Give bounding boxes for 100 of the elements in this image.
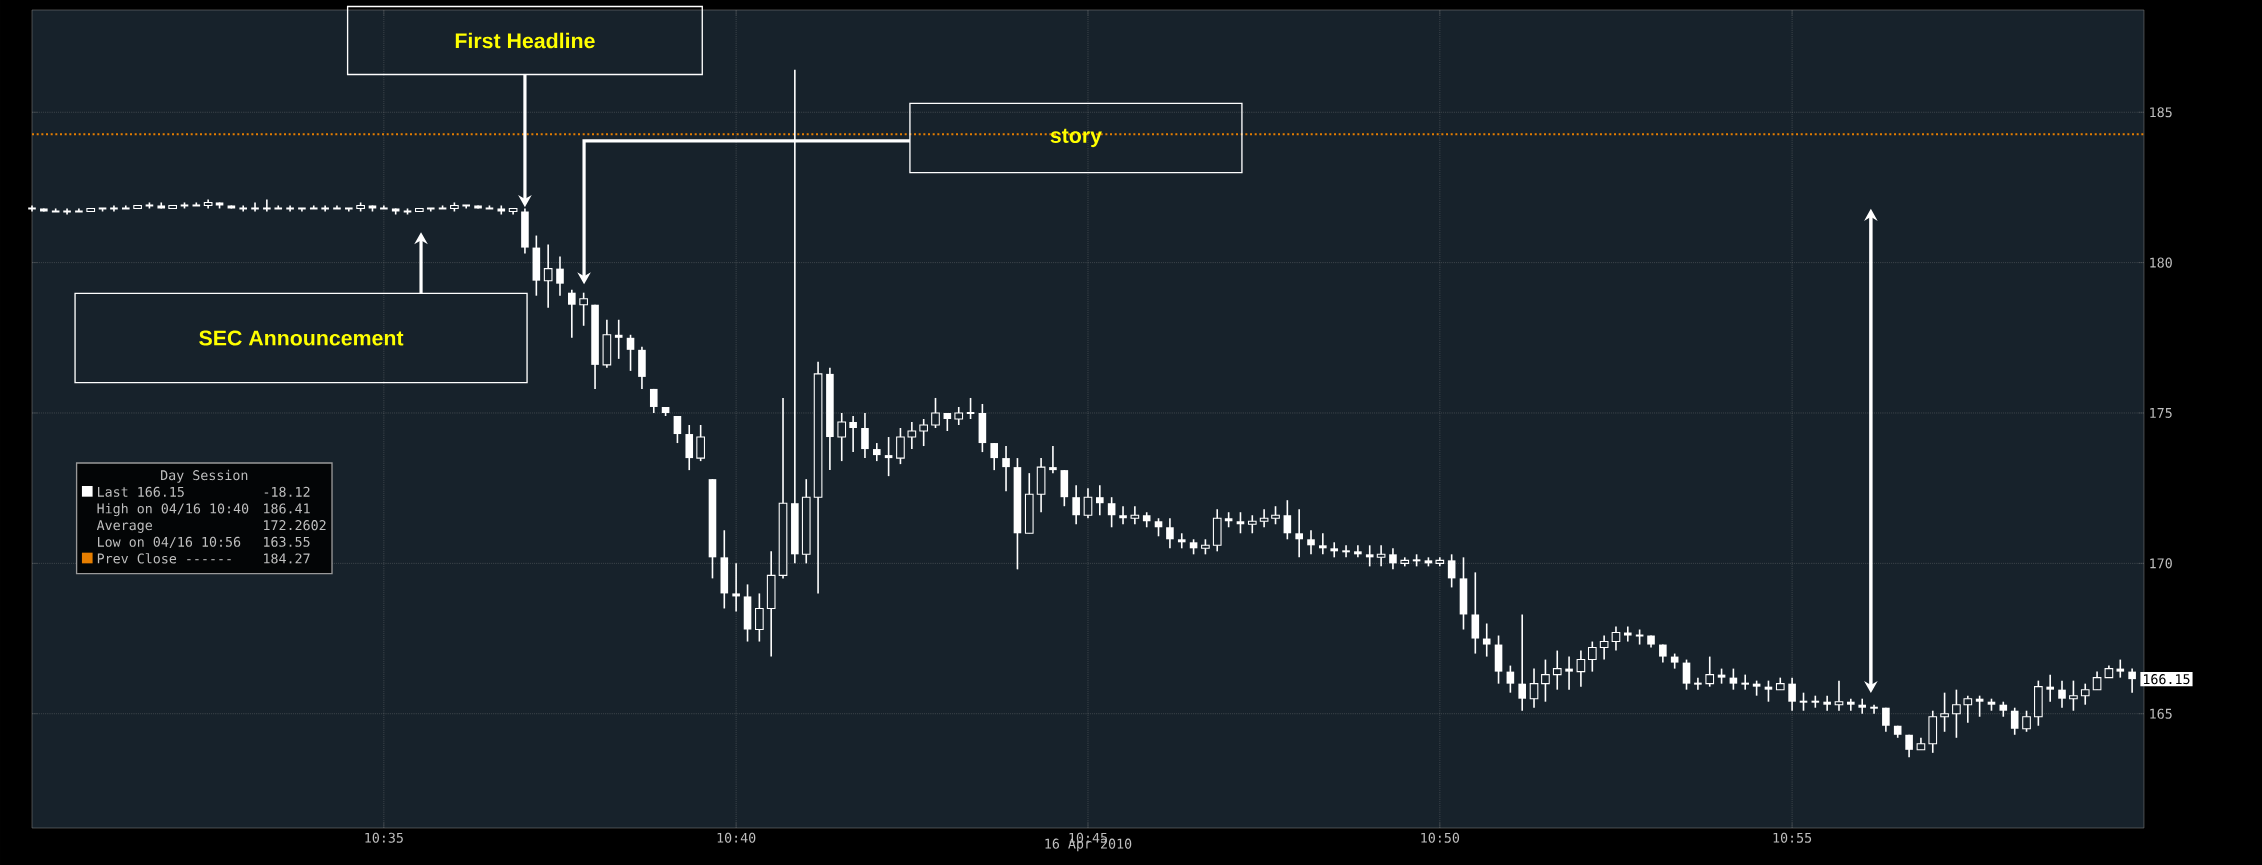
candlestick: [1587, 640, 1597, 673]
annotation: 172.2602: [264, 520, 326, 531]
annotation: story: [1050, 128, 1102, 148]
candlestick: [1130, 505, 1140, 526]
annotation: First Headline: [455, 32, 595, 49]
candlestick: [1940, 691, 1949, 733]
candlestick: [1447, 553, 1456, 589]
candlestick: [1365, 544, 1374, 568]
candlestick: [1330, 541, 1339, 559]
candlestick: [2058, 679, 2066, 709]
candlestick: [896, 427, 905, 465]
candlestick: [884, 436, 893, 477]
candlestick: [1705, 655, 1715, 688]
candlestick: [1975, 694, 1984, 718]
candlestick: [2069, 679, 2078, 712]
annotation: 163.55: [264, 536, 310, 547]
annotation: Day Session: [161, 469, 248, 483]
candlestick: [1259, 508, 1269, 529]
x-tick-label: 10:55: [1773, 832, 1812, 843]
annotation: Average: [96, 520, 152, 533]
annotation: 184.27: [264, 553, 310, 564]
candlestick: [1858, 697, 1867, 715]
candlestick: [673, 415, 682, 444]
candlestick: [1072, 484, 1080, 526]
x-tick-label: 10:35: [365, 832, 403, 843]
candlestick: [1119, 505, 1127, 526]
candlestick: [2128, 667, 2136, 694]
candlestick: [649, 388, 658, 414]
candlestick: [1096, 484, 1104, 517]
candlestick: [1295, 508, 1303, 559]
candlestick: [579, 291, 588, 327]
candlestick: [1599, 634, 1609, 661]
candlestick: [931, 397, 940, 429]
candlestick: [1083, 487, 1093, 520]
candlestick: [262, 198, 272, 213]
candlestick: [1729, 667, 1738, 691]
candlestick: [2010, 706, 2019, 736]
annotation: Low on 04/16 10:56: [98, 536, 241, 548]
candlestick: [2022, 709, 2031, 733]
candlestick: [1565, 655, 1573, 691]
candlestick: [1963, 694, 1973, 724]
candlestick: [919, 418, 929, 447]
candlestick: [1623, 625, 1632, 643]
candlestick: [1341, 544, 1351, 559]
annotation: Last 166.15: [98, 486, 184, 497]
candlestick: [907, 421, 917, 450]
candlestick: [861, 412, 869, 459]
candlestick: [250, 201, 260, 213]
x-tick-label: 10:40: [717, 832, 756, 843]
annotation: 186.41: [264, 503, 310, 514]
annotation: SEC Announcement: [199, 330, 404, 346]
candlestick: [1611, 625, 1621, 652]
x-tick-label: 10:50: [1421, 832, 1460, 843]
candlestick: [1541, 658, 1550, 703]
candlestick: [1354, 544, 1362, 559]
y-tick-label: 180: [2150, 257, 2172, 268]
candlestick: [556, 255, 564, 297]
candlestick: [1518, 613, 1526, 712]
candlestick: [1049, 445, 1057, 474]
candlestick: [1682, 658, 1691, 691]
candlestick: [1177, 532, 1186, 550]
candlestick: [2080, 682, 2090, 706]
candlestick: [1764, 679, 1773, 703]
candlestick: [1236, 511, 1245, 535]
candlestick: [837, 412, 847, 462]
y-tick-label: 185: [2150, 107, 2172, 118]
candlestick: [2046, 673, 2054, 703]
candlestick: [954, 406, 964, 426]
candlestick: [990, 442, 999, 471]
candlestick: [1002, 445, 1010, 492]
y-tick-label: 165: [2150, 708, 2172, 719]
candlestick: [1847, 697, 1855, 712]
candlestick: [1271, 505, 1280, 526]
candlestick: [1166, 517, 1174, 550]
annotation: 166.15: [2144, 674, 2190, 685]
candlestick: [732, 562, 740, 613]
candlestick: [696, 424, 705, 462]
candlestick: [1283, 499, 1292, 541]
candlestick: [1798, 691, 1809, 712]
candlestick: [1552, 649, 1562, 691]
candlestick: [755, 592, 764, 643]
candlestick: [2116, 658, 2125, 679]
candlestick: [1307, 529, 1315, 556]
annotation: High on 04/16 10:40: [97, 503, 249, 517]
candlestick: [1823, 694, 1831, 712]
candlestick: [1788, 676, 1796, 712]
candlestick: [849, 415, 857, 453]
candlestick: [1740, 673, 1751, 691]
candlestick: [1319, 532, 1327, 556]
candlestick: [1376, 544, 1386, 568]
candlestick: [1482, 622, 1491, 658]
candlestick: [1506, 664, 1515, 694]
candlestick: [626, 333, 635, 372]
candlestick: [1952, 688, 1961, 739]
annotation: -18.12: [264, 486, 310, 497]
candlestick: [614, 318, 623, 360]
candlestick: [1869, 703, 1879, 715]
candlestick: [1693, 676, 1703, 691]
annotation: Prev Close ------: [97, 553, 231, 564]
candlestick: [1834, 679, 1844, 712]
